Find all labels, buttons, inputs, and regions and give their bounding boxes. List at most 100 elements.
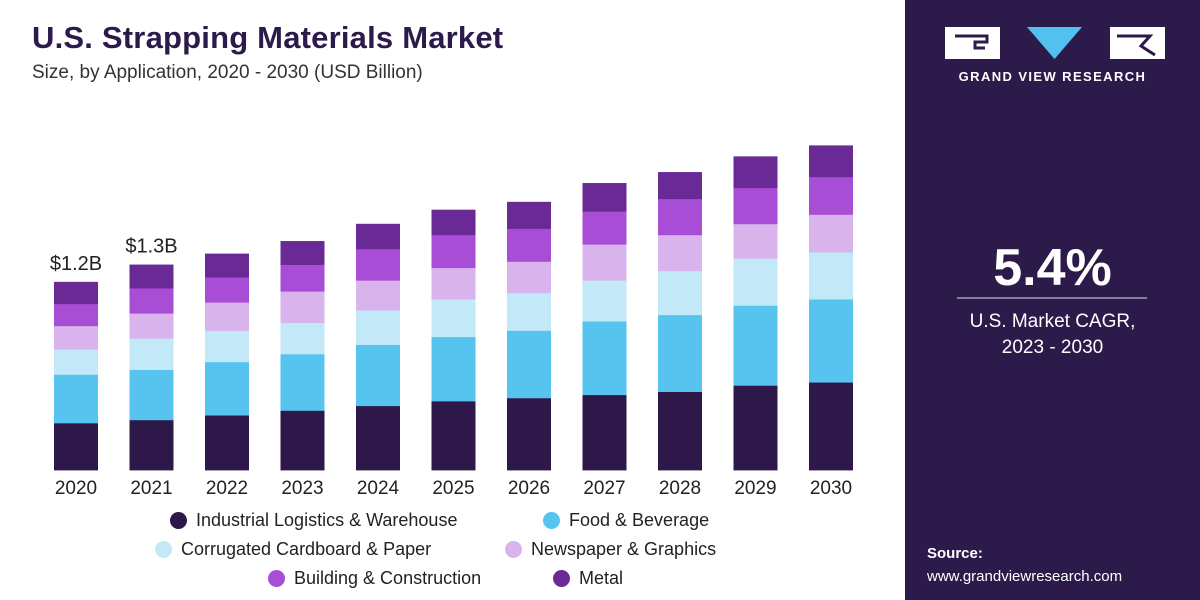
cagr-value: 5.4% xyxy=(993,239,1112,297)
bar-2026-food-and-beverage xyxy=(507,330,551,399)
bar-2030-corrugated-cardboard-and-paper xyxy=(809,252,853,300)
cagr-divider xyxy=(957,297,1147,299)
x-tick-label-2020: 2020 xyxy=(55,478,97,499)
legend-label: Corrugated Cardboard & Paper xyxy=(181,539,432,559)
bar-2030-metal xyxy=(809,145,853,178)
bar-2022-newspaper-and-graphics xyxy=(205,302,249,331)
bar-2023-newspaper-and-graphics xyxy=(280,291,325,323)
bar-2028-industrial-logistics-and-warehouse xyxy=(658,391,702,471)
bar-2028-metal xyxy=(658,172,702,200)
legend-label: Metal xyxy=(579,568,624,588)
bar-2027-corrugated-cardboard-and-paper xyxy=(582,280,627,322)
bar-2021-corrugated-cardboard-and-paper xyxy=(129,338,174,371)
chart-title: U.S. Strapping Materials Market xyxy=(32,20,504,55)
x-tick-label-2024: 2024 xyxy=(357,478,400,499)
grand-view-research-logo-icon xyxy=(945,27,1165,59)
bar-2028-building-and-construction xyxy=(658,198,702,236)
bar-2025-industrial-logistics-and-warehouse xyxy=(431,401,476,471)
bar-2030-building-and-construction xyxy=(809,176,853,215)
bar-2026-corrugated-cardboard-and-paper xyxy=(507,292,551,331)
legend-label: Food & Beverage xyxy=(569,510,710,530)
bar-2021-food-and-beverage xyxy=(129,369,174,421)
bar-2029-metal xyxy=(733,156,778,189)
bar-2022-industrial-logistics-and-warehouse xyxy=(205,415,249,471)
data-label-2021: $1.3B xyxy=(125,236,177,258)
bar-2029-industrial-logistics-and-warehouse xyxy=(733,385,778,471)
bar-2029-newspaper-and-graphics xyxy=(733,223,778,259)
bar-2024-metal xyxy=(356,223,400,250)
x-tick-label-2027: 2027 xyxy=(583,478,625,499)
bar-2028-corrugated-cardboard-and-paper xyxy=(658,270,702,316)
bar-2025-building-and-construction xyxy=(431,234,476,269)
x-tick-label-2026: 2026 xyxy=(508,478,550,499)
source-label: Source: xyxy=(927,545,983,562)
legend-row: Industrial Logistics & Warehouse Food & B… xyxy=(0,510,905,534)
x-tick-label-2022: 2022 xyxy=(206,478,248,499)
bar-2022-building-and-construction xyxy=(205,277,249,303)
bar-2025-newspaper-and-graphics xyxy=(431,267,476,300)
legend-label: Newspaper & Graphics xyxy=(531,539,717,559)
legend-item-corrugated-cardboard-and-paper: Corrugated Cardboard & Paper xyxy=(155,539,431,560)
chart-subtitle: Size, by Application, 2020 - 2030 (USD B… xyxy=(32,62,423,83)
bar-2021-newspaper-and-graphics xyxy=(129,313,174,339)
bar-2021-industrial-logistics-and-warehouse xyxy=(129,419,174,471)
bar-2028-food-and-beverage xyxy=(658,314,702,392)
cagr-label: U.S. Market CAGR, 2023 - 2030 xyxy=(905,309,1200,361)
brand-name: GRAND VIEW RESEARCH xyxy=(958,69,1147,84)
bar-2028-newspaper-and-graphics xyxy=(658,234,702,272)
bar-2024-food-and-beverage xyxy=(356,344,400,407)
legend-item-building-and-construction: Building & Construction xyxy=(268,568,481,589)
bar-2030-food-and-beverage xyxy=(809,299,853,383)
bar-2027-building-and-construction xyxy=(582,211,627,245)
legend-swatch-icon xyxy=(268,570,285,587)
bar-2030-industrial-logistics-and-warehouse xyxy=(809,382,853,471)
bar-2024-building-and-construction xyxy=(356,248,400,281)
bar-2020-industrial-logistics-and-warehouse xyxy=(54,422,98,471)
bar-2022-corrugated-cardboard-and-paper xyxy=(205,330,249,363)
bar-2023-food-and-beverage xyxy=(280,353,325,411)
bar-2027-food-and-beverage xyxy=(582,321,627,396)
stacked-bar-chart: 2020 2021 2022 2023 2024 2025 2026 2027 2028 2029… xyxy=(50,145,853,499)
x-tick-label-2028: 2028 xyxy=(659,478,701,499)
source-link[interactable]: www.grandviewresearch.com xyxy=(927,568,1123,585)
bar-2023-building-and-construction xyxy=(280,264,325,292)
cagr-label-line1: U.S. Market CAGR, xyxy=(969,311,1136,332)
bar-2020-corrugated-cardboard-and-paper xyxy=(54,349,98,375)
legend-swatch-icon xyxy=(170,512,187,529)
legend-swatch-icon xyxy=(505,541,522,558)
bar-2020-newspaper-and-graphics xyxy=(54,325,98,350)
bar-2021-building-and-construction xyxy=(129,288,174,314)
bar-2026-industrial-logistics-and-warehouse xyxy=(507,397,551,471)
bar-2020-metal xyxy=(54,281,98,305)
bar-2026-metal xyxy=(507,201,551,229)
bar-2026-newspaper-and-graphics xyxy=(507,261,551,294)
legend-swatch-icon xyxy=(155,541,172,558)
bar-2029-corrugated-cardboard-and-paper xyxy=(733,258,778,306)
legend-item-food-and-beverage: Food & Beverage xyxy=(543,510,709,531)
bar-2027-industrial-logistics-and-warehouse xyxy=(582,394,627,471)
x-tick-label-2021: 2021 xyxy=(130,478,172,499)
legend-swatch-icon xyxy=(553,570,570,587)
legend-row: Building & Construction Metal xyxy=(0,568,905,592)
bar-2026-building-and-construction xyxy=(507,228,551,262)
bar-2022-food-and-beverage xyxy=(205,361,249,416)
bar-2020-building-and-construction xyxy=(54,303,98,327)
x-tick-label-2029: 2029 xyxy=(734,478,776,499)
legend-label: Building & Construction xyxy=(294,568,482,588)
bar-2024-newspaper-and-graphics xyxy=(356,280,400,311)
bar-2025-corrugated-cardboard-and-paper xyxy=(431,299,476,338)
bar-2029-building-and-construction xyxy=(733,187,778,225)
bar-2027-newspaper-and-graphics xyxy=(582,244,627,281)
bar-2023-corrugated-cardboard-and-paper xyxy=(280,322,325,355)
legend-item-metal: Metal xyxy=(553,568,623,589)
x-tick-label-2023: 2023 xyxy=(281,478,323,499)
info-panel: GRAND VIEW RESEARCH 5.4% U.S. Market CAG… xyxy=(905,0,1200,600)
bar-2023-metal xyxy=(280,241,325,265)
x-tick-label-2025: 2025 xyxy=(432,478,474,499)
chart-area: U.S. Strapping Materials Market Size, by… xyxy=(0,20,905,592)
bar-2022-metal xyxy=(205,253,249,278)
legend-item-industrial-logistics-and-warehouse: Industrial Logistics & Warehouse xyxy=(170,510,457,531)
bar-2030-newspaper-and-graphics xyxy=(809,214,853,253)
legend-swatch-icon xyxy=(543,512,560,529)
x-tick-label-2030: 2030 xyxy=(810,478,852,499)
